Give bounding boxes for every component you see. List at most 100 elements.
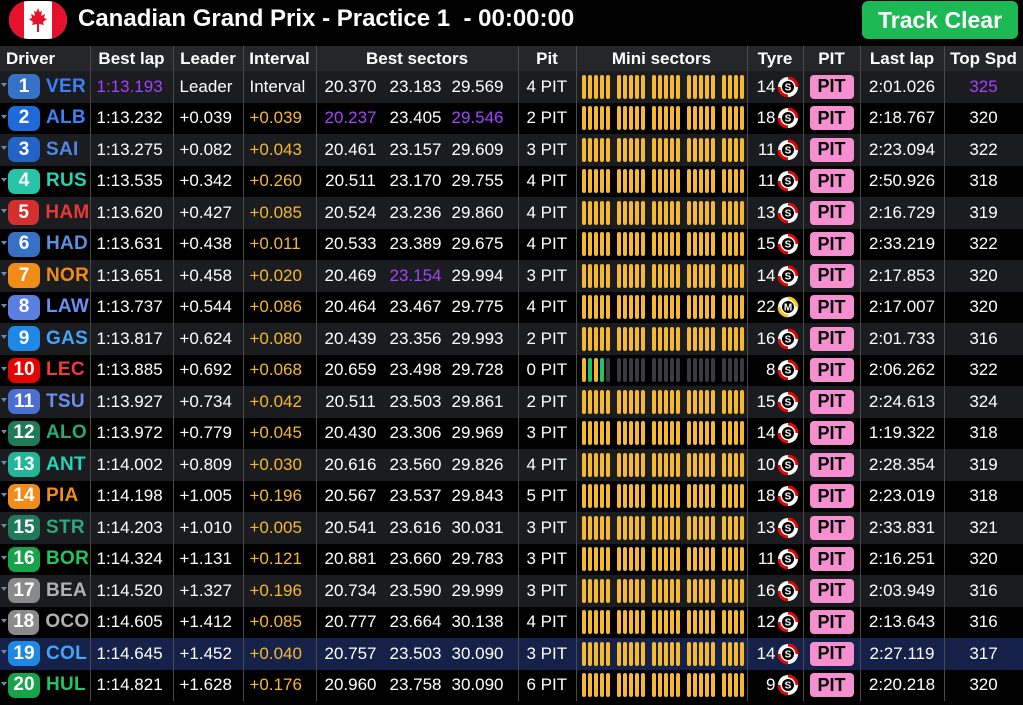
pit-button[interactable]: PIT xyxy=(809,452,854,477)
driver-cell[interactable]: 17 BEA xyxy=(0,575,91,607)
table-row[interactable]: 4 RUS 1:13.535 +0.342 +0.260 20.511 23.170 29.7… xyxy=(0,165,1023,197)
mini-sector-bar xyxy=(692,641,697,666)
table-row[interactable]: 3 SAI 1:13.275 +0.082 +0.043 20.461 23.157 29.6… xyxy=(0,134,1023,166)
expand-caret-icon[interactable] xyxy=(1,555,7,560)
driver-code: SAI xyxy=(46,138,79,160)
pit-button[interactable]: PIT xyxy=(809,673,854,698)
expand-caret-icon[interactable] xyxy=(1,366,7,371)
table-row[interactable]: 9 GAS 1:13.817 +0.624 +0.080 20.439 23.356 29.9… xyxy=(0,323,1023,355)
table-row[interactable]: 7 NOR 1:13.651 +0.458 +0.020 20.469 23.154 29.9… xyxy=(0,260,1023,292)
driver-cell[interactable]: 1 VER xyxy=(0,71,91,103)
driver-cell[interactable]: 14 PIA xyxy=(0,480,91,512)
table-row[interactable]: 6 HAD 1:13.631 +0.438 +0.011 20.533 23.389 29.6… xyxy=(0,228,1023,260)
track-status-button[interactable]: Track Clear xyxy=(862,1,1018,39)
pit-count: 5 PIT xyxy=(518,480,577,512)
expand-caret-icon[interactable] xyxy=(1,114,7,119)
driver-cell[interactable]: 7 NOR xyxy=(0,260,91,292)
expand-caret-icon[interactable] xyxy=(1,335,7,340)
table-row[interactable]: 12 ALO 1:13.972 +0.779 +0.045 20.430 23.306 29.… xyxy=(0,417,1023,449)
table-row[interactable]: 5 HAM 1:13.620 +0.427 +0.085 20.524 23.236 29.8… xyxy=(0,197,1023,229)
pit-button[interactable]: PIT xyxy=(809,484,854,509)
pit-button[interactable]: PIT xyxy=(809,326,854,351)
table-row[interactable]: 8 LAW 1:13.737 +0.544 +0.086 20.464 23.467 29.7… xyxy=(0,291,1023,323)
pit-button[interactable]: PIT xyxy=(809,295,854,320)
driver-cell[interactable]: 9 GAS xyxy=(0,323,91,355)
driver-cell[interactable]: 11 TSU xyxy=(0,386,91,418)
pit-button[interactable]: PIT xyxy=(809,389,854,414)
expand-caret-icon[interactable] xyxy=(1,303,7,308)
col-driver[interactable]: Driver xyxy=(0,46,91,71)
pit-button[interactable]: PIT xyxy=(809,421,854,446)
col-top-speed[interactable]: Top Spd xyxy=(944,46,1023,71)
driver-cell[interactable]: 20 HUL xyxy=(0,669,91,701)
table-row[interactable]: 15 STR 1:14.203 +1.010 +0.005 20.541 23.616 30.… xyxy=(0,512,1023,544)
table-row[interactable]: 13 ANT 1:14.002 +0.809 +0.030 20.616 23.560 29.… xyxy=(0,449,1023,481)
expand-caret-icon[interactable] xyxy=(1,587,7,592)
table-row[interactable]: 17 BEA 1:14.520 +1.327 +0.196 20.734 23.590 29.… xyxy=(0,575,1023,607)
pit-button[interactable]: PIT xyxy=(809,641,854,666)
table-row[interactable]: 14 PIA 1:14.198 +1.005 +0.196 20.567 23.537 29.… xyxy=(0,480,1023,512)
pit-button[interactable]: PIT xyxy=(809,200,854,225)
driver-cell[interactable]: 2 ALB xyxy=(0,102,91,134)
pit-button[interactable]: PIT xyxy=(809,515,854,540)
driver-cell[interactable]: 6 HAD xyxy=(0,228,91,260)
driver-cell[interactable]: 12 ALO xyxy=(0,417,91,449)
driver-cell[interactable]: 15 STR xyxy=(0,512,91,544)
pit-button[interactable]: PIT xyxy=(809,263,854,288)
driver-cell[interactable]: 4 RUS xyxy=(0,165,91,197)
expand-caret-icon[interactable] xyxy=(1,650,7,655)
expand-caret-icon[interactable] xyxy=(1,618,7,623)
mini-sectors xyxy=(576,512,748,544)
driver-cell[interactable]: 18 OCO xyxy=(0,606,91,638)
expand-caret-icon[interactable] xyxy=(1,240,7,245)
col-leader[interactable]: Leader xyxy=(173,46,244,71)
col-mini-sectors[interactable]: Mini sectors xyxy=(576,46,748,71)
pit-button[interactable]: PIT xyxy=(809,578,854,603)
sector-2: 23.405 xyxy=(389,108,442,128)
table-row[interactable]: 1 VER 1:13.193 Leader Interval 20.370 23.183 29… xyxy=(0,71,1023,103)
expand-caret-icon[interactable] xyxy=(1,146,7,151)
driver-cell[interactable]: 10 LEC xyxy=(0,354,91,386)
expand-caret-icon[interactable] xyxy=(1,209,7,214)
mini-sector-bar xyxy=(616,295,621,320)
expand-caret-icon[interactable] xyxy=(1,272,7,277)
pit-button-cell: PIT xyxy=(803,386,861,418)
pit-button[interactable]: PIT xyxy=(809,137,854,162)
driver-cell[interactable]: 13 ANT xyxy=(0,449,91,481)
pit-button[interactable]: PIT xyxy=(809,232,854,257)
col-interval[interactable]: Interval xyxy=(243,46,317,71)
driver-cell[interactable]: 5 HAM xyxy=(0,197,91,229)
expand-caret-icon[interactable] xyxy=(1,681,7,686)
expand-caret-icon[interactable] xyxy=(1,461,7,466)
col-best-lap[interactable]: Best lap xyxy=(90,46,174,71)
expand-caret-icon[interactable] xyxy=(1,429,7,434)
driver-cell[interactable]: 16 BOR xyxy=(0,543,91,575)
driver-cell[interactable]: 8 LAW xyxy=(0,291,91,323)
col-best-sectors[interactable]: Best sectors xyxy=(316,46,519,71)
pit-button[interactable]: PIT xyxy=(809,74,854,99)
col-last-lap[interactable]: Last lap xyxy=(860,46,945,71)
pit-button[interactable]: PIT xyxy=(809,547,854,572)
driver-cell[interactable]: 19 COL xyxy=(0,638,91,670)
driver-cell[interactable]: 3 SAI xyxy=(0,134,91,166)
table-row[interactable]: 11 TSU 1:13.927 +0.734 +0.042 20.511 23.503 29.… xyxy=(0,386,1023,418)
table-row[interactable]: 10 LEC 1:13.885 +0.692 +0.068 20.659 23.498 29.… xyxy=(0,354,1023,386)
expand-caret-icon[interactable] xyxy=(1,492,7,497)
table-row[interactable]: 18 OCO 1:14.605 +1.412 +0.085 20.777 23.664 30.… xyxy=(0,606,1023,638)
expand-caret-icon[interactable] xyxy=(1,524,7,529)
pit-button[interactable]: PIT xyxy=(809,610,854,635)
table-row[interactable]: 20 HUL 1:14.821 +1.628 +0.176 20.960 23.758 30.… xyxy=(0,669,1023,701)
pit-button[interactable]: PIT xyxy=(809,358,854,383)
mini-sector-bar xyxy=(692,263,697,288)
expand-caret-icon[interactable] xyxy=(1,83,7,88)
table-row[interactable]: 19 COL 1:14.645 +1.452 +0.040 20.757 23.503 30.… xyxy=(0,638,1023,670)
pit-button[interactable]: PIT xyxy=(809,169,854,194)
table-row[interactable]: 2 ALB 1:13.232 +0.039 +0.039 20.237 23.405 29.5… xyxy=(0,102,1023,134)
pit-button[interactable]: PIT xyxy=(809,106,854,131)
col-tyre[interactable]: Tyre xyxy=(747,46,804,71)
expand-caret-icon[interactable] xyxy=(1,398,7,403)
table-row[interactable]: 16 BOR 1:14.324 +1.131 +0.121 20.881 23.660 29.… xyxy=(0,543,1023,575)
col-pit[interactable]: Pit xyxy=(518,46,577,71)
col-pit-button[interactable]: PIT xyxy=(803,46,861,71)
expand-caret-icon[interactable] xyxy=(1,177,7,182)
